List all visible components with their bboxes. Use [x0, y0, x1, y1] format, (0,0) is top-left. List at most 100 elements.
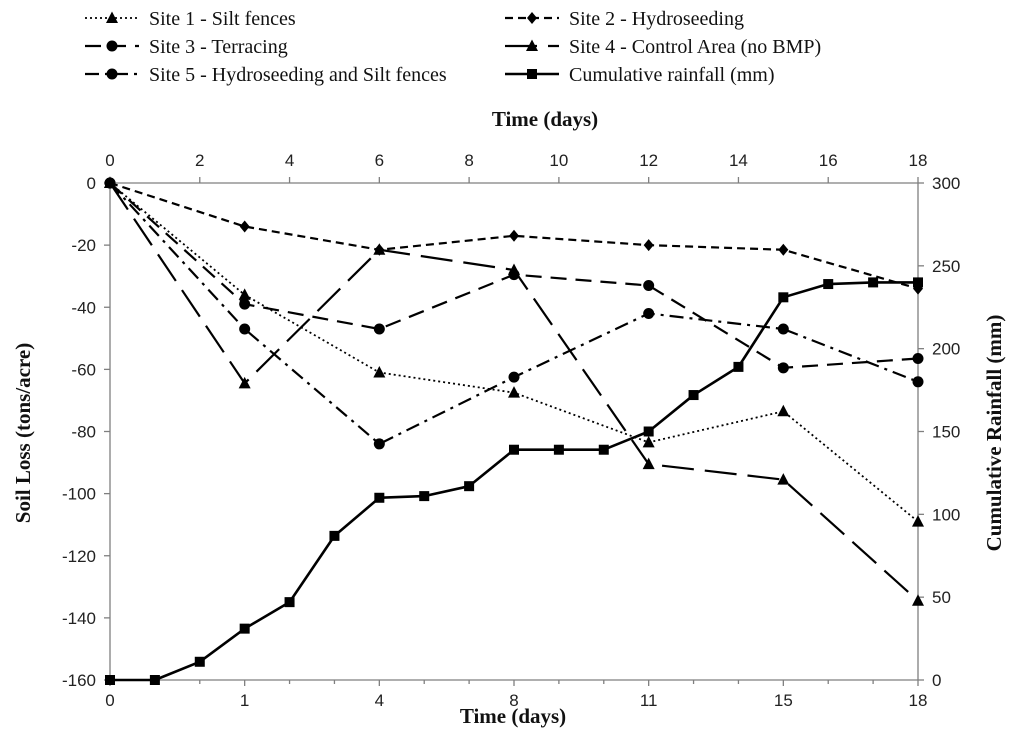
bottom-x-tick-label: 8 — [509, 691, 518, 710]
bottom-x-tick-label: 11 — [640, 691, 658, 710]
legend-label: Site 1 - Silt fences — [149, 8, 296, 30]
data-point — [239, 323, 251, 335]
data-point — [913, 277, 923, 288]
data-point — [688, 390, 699, 401]
legend-entry: Site 5 - Hydroseeding and Silt fences — [85, 64, 447, 86]
right-y-tick-label: 100 — [932, 505, 960, 524]
data-point — [777, 404, 790, 417]
data-point — [643, 239, 654, 252]
axes — [104, 177, 924, 686]
data-point — [912, 594, 924, 606]
bottom-x-tick-label: 0 — [105, 691, 114, 710]
right-y-tick-label: 300 — [932, 174, 960, 193]
legend-marker — [106, 11, 118, 23]
data-point — [464, 481, 475, 492]
top-x-tick-label: 12 — [639, 151, 658, 170]
data-point — [553, 444, 564, 455]
data-point — [642, 457, 655, 470]
data-point — [642, 435, 655, 448]
top-x-tick-label: 10 — [549, 151, 568, 170]
legend: Site 1 - Silt fences Site 2 - Hydroseedin… — [85, 8, 821, 86]
data-point — [777, 362, 789, 374]
bottom-x-axis-title: Time (days) — [460, 704, 566, 728]
data-point — [643, 280, 655, 292]
top-x-tick-label: 4 — [285, 151, 294, 170]
series-5 — [104, 177, 924, 450]
top-x-tick-label: 0 — [105, 151, 114, 170]
legend-label: Site 5 - Hydroseeding and Silt fences — [149, 64, 447, 86]
data-point — [777, 323, 789, 335]
data-point — [643, 426, 654, 437]
data-point — [105, 675, 115, 685]
left-y-tick-label: 0 — [87, 174, 96, 193]
legend-marker — [106, 40, 118, 52]
top-x-tick-label: 2 — [195, 151, 204, 170]
data-point — [373, 323, 385, 335]
series-line — [110, 281, 918, 682]
series-1 — [104, 176, 924, 527]
top-x-tick-label: 18 — [909, 151, 928, 170]
legend-label: Site 3 - Terracing — [149, 36, 288, 58]
top-x-axis-title: Time (days) — [492, 107, 598, 131]
left-y-tick-label: -140 — [62, 609, 96, 628]
data-point — [508, 263, 520, 275]
top-x-tick-label: 14 — [729, 151, 748, 170]
data-point — [149, 675, 160, 685]
data-point — [239, 623, 250, 634]
data-point — [509, 229, 519, 242]
right-y-tick-label: 50 — [932, 588, 951, 607]
data-point — [374, 492, 385, 503]
legend-entry: Site 3 - Terracing — [85, 36, 288, 58]
data-point — [419, 491, 430, 502]
right-y-tick-label: 150 — [932, 423, 960, 442]
series-line — [109, 182, 919, 446]
series-3 — [104, 177, 924, 374]
top-x-tick-label: 16 — [819, 151, 838, 170]
legend-entry: Site 2 - Hydroseeding — [505, 8, 744, 30]
data-point — [239, 298, 251, 310]
data-point — [733, 361, 744, 372]
tick-labels: 0 2 4 6 8 10 12 14 16 180 1 4 8 11 15 180-20-40-60-80-1… — [62, 151, 960, 710]
series-layer — [104, 176, 924, 685]
data-point — [284, 597, 295, 608]
data-point — [329, 530, 340, 541]
data-point — [778, 292, 789, 303]
bottom-x-tick-label: 18 — [909, 691, 928, 710]
left-y-tick-label: -100 — [62, 485, 96, 504]
bottom-x-tick-label: 15 — [774, 691, 793, 710]
data-point — [239, 220, 250, 233]
legend-label: Site 4 - Control Area (no BMP) — [569, 36, 821, 58]
data-point — [238, 288, 251, 300]
left-y-tick-label: -60 — [71, 360, 96, 379]
top-x-tick-label: 6 — [375, 151, 384, 170]
right-y-tick-label: 250 — [932, 257, 960, 276]
right-y-tick-label: 0 — [932, 671, 941, 690]
left-y-tick-label: -40 — [71, 298, 96, 317]
legend-marker — [106, 68, 118, 80]
legend-marker — [527, 69, 537, 79]
data-point — [912, 515, 924, 527]
data-point — [509, 444, 519, 455]
legend-label: Site 2 - Hydroseeding — [569, 8, 744, 30]
data-point — [238, 376, 251, 389]
data-point — [373, 243, 386, 255]
left-y-tick-label: -120 — [62, 547, 96, 566]
bottom-x-tick-label: 1 — [240, 691, 249, 710]
top-x-tick-label: 8 — [464, 151, 473, 170]
data-point — [912, 353, 924, 365]
left-y-tick-label: -80 — [71, 423, 96, 442]
data-point — [508, 371, 520, 383]
data-point — [912, 376, 924, 388]
data-point — [868, 277, 879, 288]
left-y-tick-label: -160 — [62, 671, 96, 690]
data-point — [104, 177, 116, 189]
data-point — [194, 656, 205, 667]
data-point — [508, 386, 520, 398]
left-y-axis-title: Soil Loss (tons/acre) — [11, 343, 35, 523]
data-point — [778, 243, 789, 256]
legend-marker — [527, 12, 537, 24]
legend-entry: Site 1 - Silt fences — [85, 8, 296, 30]
right-y-axis-title: Cumulative Rainfall (mm) — [982, 315, 1006, 552]
bottom-x-tick-label: 4 — [375, 691, 384, 710]
